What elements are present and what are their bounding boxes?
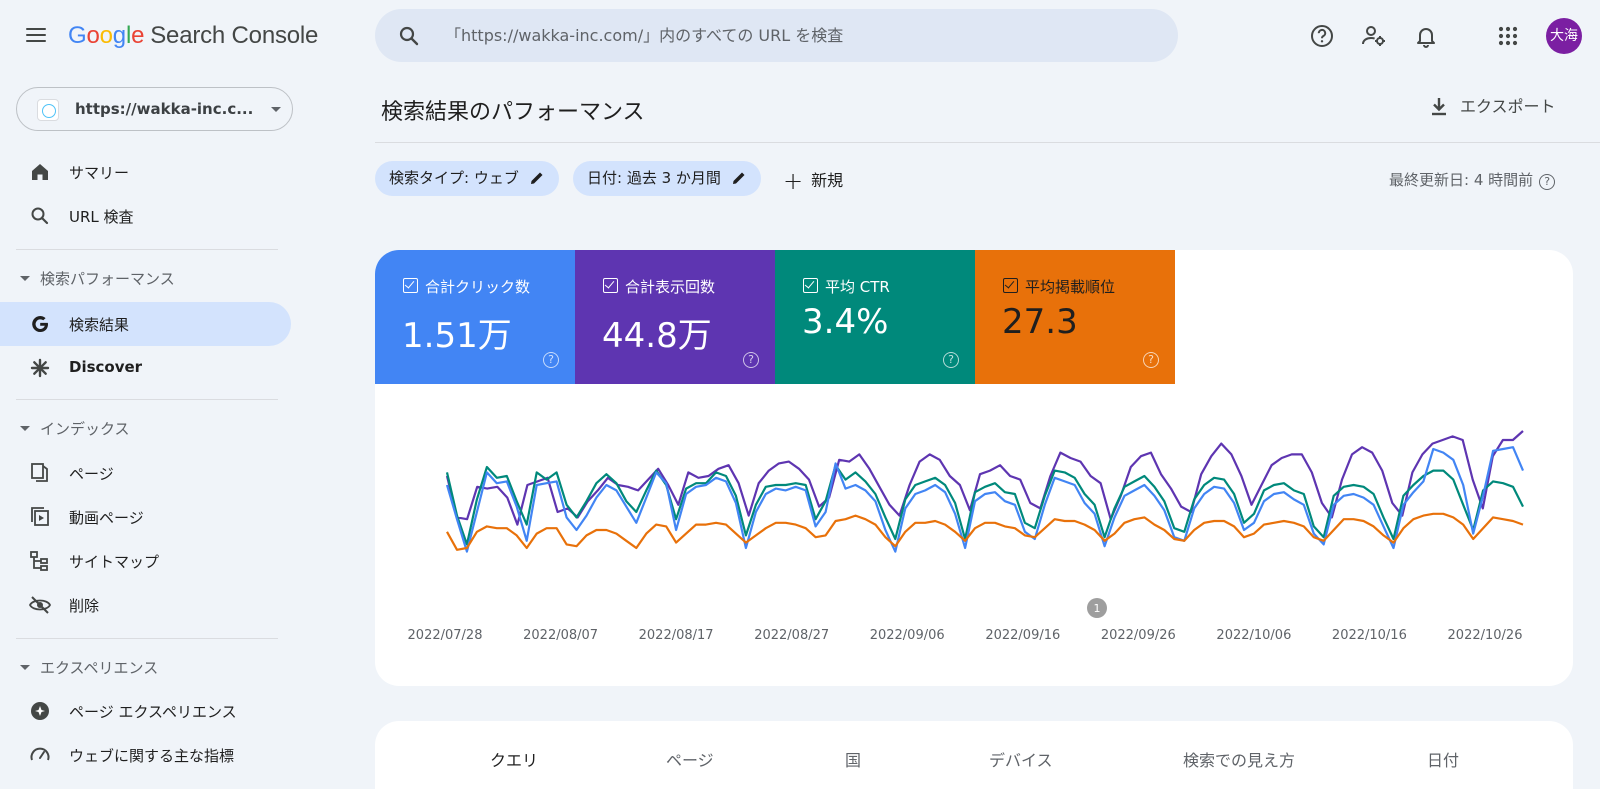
chart-series-line <box>446 512 1524 551</box>
help-icon[interactable] <box>1308 22 1336 50</box>
tab-dates[interactable]: 日付 <box>1427 751 1460 770</box>
section-index[interactable]: インデックス <box>20 418 130 439</box>
video-page-icon <box>31 507 49 526</box>
page-title: 検索結果のパフォーマンス <box>381 100 645 125</box>
metric-average-ctr[interactable]: 平均 CTR 3.4% ? <box>775 250 975 384</box>
sidebar-item-sitemaps[interactable]: サイトマップ <box>0 539 291 583</box>
download-icon <box>1432 98 1446 116</box>
help-icon[interactable]: ? <box>943 352 959 368</box>
sidebar-item-discover[interactable]: Discover <box>0 346 291 390</box>
help-icon[interactable]: ? <box>1539 174 1556 190</box>
filter-chip-search-type[interactable]: 検索タイプ: ウェブ <box>375 161 559 196</box>
x-tick-label: 2022/09/16 <box>985 628 1060 643</box>
sidebar-divider <box>16 399 278 400</box>
sidebar-item-pages[interactable]: ページ <box>0 451 291 495</box>
apps-grid-icon[interactable] <box>1494 22 1522 50</box>
dropdown-caret-icon <box>271 107 281 112</box>
metric-total-impressions[interactable]: 合計表示回数 44.8万 ? <box>575 250 775 384</box>
notifications-bell-icon[interactable] <box>1412 22 1440 50</box>
property-selector[interactable]: https://wakka-inc.c... <box>16 87 293 131</box>
property-favicon-icon <box>37 99 59 121</box>
url-inspection-search[interactable] <box>375 9 1178 62</box>
main-menu-button[interactable] <box>24 24 48 48</box>
tab-pages[interactable]: ページ <box>666 751 714 770</box>
export-button[interactable]: エクスポート <box>1428 93 1556 117</box>
sidebar-item-url-inspection[interactable]: URL 検査 <box>0 194 291 238</box>
last-updated: 最終更新日: 4 時間前? <box>1389 169 1556 190</box>
x-tick-label: 2022/10/06 <box>1216 628 1291 643</box>
edit-pencil-icon <box>530 172 543 184</box>
title-divider <box>375 142 1600 143</box>
help-icon[interactable]: ? <box>543 352 559 368</box>
help-icon[interactable]: ? <box>1143 352 1159 368</box>
app-logo[interactable]: Google Search Console <box>68 22 319 49</box>
performance-line-chart[interactable]: 1 2022/07/28 2022/08/07 2022/08/17 2022/08/2… <box>375 384 1573 686</box>
collapse-caret-icon <box>20 276 30 281</box>
x-tick-label: 2022/09/26 <box>1101 628 1176 643</box>
sidebar-item-search-results[interactable]: 検索結果 <box>0 302 291 346</box>
x-tick-label: 2022/10/16 <box>1332 628 1407 643</box>
eye-off-icon <box>28 596 52 614</box>
sitemap-icon <box>30 551 48 571</box>
collapse-caret-icon <box>20 665 30 670</box>
metric-average-position[interactable]: 平均掲載順位 27.3 ? <box>975 250 1175 384</box>
chart-series-line <box>445 464 1524 546</box>
tab-search-appearance[interactable]: 検索での見え方 <box>1183 751 1296 770</box>
tab-devices[interactable]: デバイス <box>989 751 1053 770</box>
x-tick-label: 2022/08/07 <box>523 628 598 643</box>
sidebar-item-page-experience[interactable]: ページ エクスペリエンス <box>0 689 291 733</box>
x-tick-label: 2022/08/17 <box>639 628 714 643</box>
chart-series-line <box>445 430 1524 526</box>
chart-series-line <box>445 446 1525 553</box>
checkbox-icon[interactable] <box>603 278 618 293</box>
google-g-icon <box>32 316 48 332</box>
x-tick-label: 2022/08/27 <box>754 628 829 643</box>
sidebar-item-core-web-vitals[interactable]: ウェブに関する主な指標 <box>0 733 291 777</box>
tab-queries[interactable]: クエリ <box>490 751 539 770</box>
home-icon <box>32 164 48 180</box>
search-icon <box>399 26 419 46</box>
user-settings-icon[interactable] <box>1360 22 1388 50</box>
metric-total-clicks[interactable]: 合計クリック数 1.51万 ? <box>375 250 575 384</box>
sidebar-item-video-pages[interactable]: 動画ページ <box>0 495 291 539</box>
product-name: Search Console <box>150 22 319 49</box>
checkbox-icon[interactable] <box>1003 278 1018 293</box>
dimension-tabs: クエリ ページ 国 デバイス 検索での見え方 日付 <box>375 721 1573 789</box>
edit-pencil-icon <box>732 172 745 184</box>
collapse-caret-icon <box>20 426 30 431</box>
help-icon[interactable]: ? <box>743 352 759 368</box>
gauge-icon <box>30 747 50 761</box>
tab-countries[interactable]: 国 <box>845 751 862 770</box>
checkbox-icon[interactable] <box>403 278 418 293</box>
checkbox-icon[interactable] <box>803 278 818 293</box>
chart-annotation-marker[interactable]: 1 <box>1087 598 1107 618</box>
section-experience[interactable]: エクスペリエンス <box>20 657 158 678</box>
asterisk-icon <box>30 358 50 378</box>
x-tick-label: 2022/09/06 <box>870 628 945 643</box>
x-tick-label: 2022/10/26 <box>1448 628 1523 643</box>
x-tick-label: 2022/07/28 <box>408 628 483 643</box>
account-avatar[interactable]: 大海 <box>1546 18 1582 54</box>
page-experience-icon <box>31 702 49 720</box>
sidebar-item-summary[interactable]: サマリー <box>0 150 291 194</box>
chart-annotation-label: 1 <box>1094 602 1101 615</box>
plus-icon: + <box>783 167 804 195</box>
section-search-performance[interactable]: 検索パフォーマンス <box>20 268 175 289</box>
pages-icon <box>31 463 48 482</box>
sidebar-divider <box>16 638 278 639</box>
performance-card: 合計クリック数 1.51万 ? 合計表示回数 44.8万 ? 平均 CTR 3.… <box>375 250 1573 686</box>
filter-chip-date[interactable]: 日付: 過去 3 か月間 <box>573 161 761 196</box>
add-filter-button[interactable]: + 新規 <box>783 167 844 195</box>
search-icon <box>31 207 49 225</box>
search-input[interactable] <box>445 9 1145 62</box>
sidebar-divider <box>16 249 278 250</box>
property-url: https://wakka-inc.c... <box>75 100 254 118</box>
sidebar-item-removals[interactable]: 削除 <box>0 583 291 627</box>
